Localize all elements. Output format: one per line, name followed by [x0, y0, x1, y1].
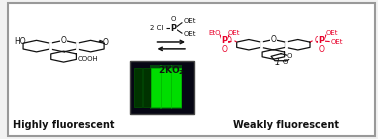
Text: O: O — [226, 36, 232, 45]
Text: O: O — [287, 53, 292, 59]
Text: O: O — [319, 45, 324, 54]
Text: OEt: OEt — [228, 30, 240, 36]
Text: Highly fluorescent: Highly fluorescent — [13, 120, 114, 130]
Text: OEt: OEt — [331, 39, 343, 45]
Text: O: O — [222, 45, 228, 54]
Bar — [171, 68, 181, 107]
Text: O: O — [60, 36, 67, 45]
Bar — [161, 68, 171, 107]
Bar — [150, 65, 162, 109]
Bar — [170, 65, 182, 109]
Text: OEt: OEt — [325, 30, 338, 36]
FancyBboxPatch shape — [8, 3, 375, 136]
Text: O: O — [103, 38, 109, 47]
Text: COOH: COOH — [78, 56, 99, 62]
Text: 2 Cl: 2 Cl — [150, 25, 164, 31]
Bar — [161, 65, 172, 109]
Bar — [130, 61, 194, 114]
Text: P: P — [222, 36, 228, 45]
Text: HO: HO — [14, 37, 26, 46]
Text: EtO: EtO — [208, 30, 221, 36]
Text: P: P — [170, 24, 176, 33]
Bar — [143, 68, 151, 107]
Text: 1: 1 — [274, 58, 280, 67]
Text: O: O — [283, 59, 288, 65]
Text: OEt: OEt — [183, 31, 196, 37]
Text: P: P — [318, 36, 325, 45]
Text: Weakly fluorescent: Weakly fluorescent — [233, 120, 339, 130]
Text: O: O — [270, 35, 276, 44]
Bar — [134, 68, 142, 107]
Bar — [151, 68, 161, 107]
Text: OEt: OEt — [183, 18, 196, 24]
Text: $\mathbf{2KO_2}$: $\mathbf{2KO_2}$ — [158, 65, 185, 77]
Text: O: O — [170, 16, 176, 22]
Text: O: O — [315, 36, 321, 45]
